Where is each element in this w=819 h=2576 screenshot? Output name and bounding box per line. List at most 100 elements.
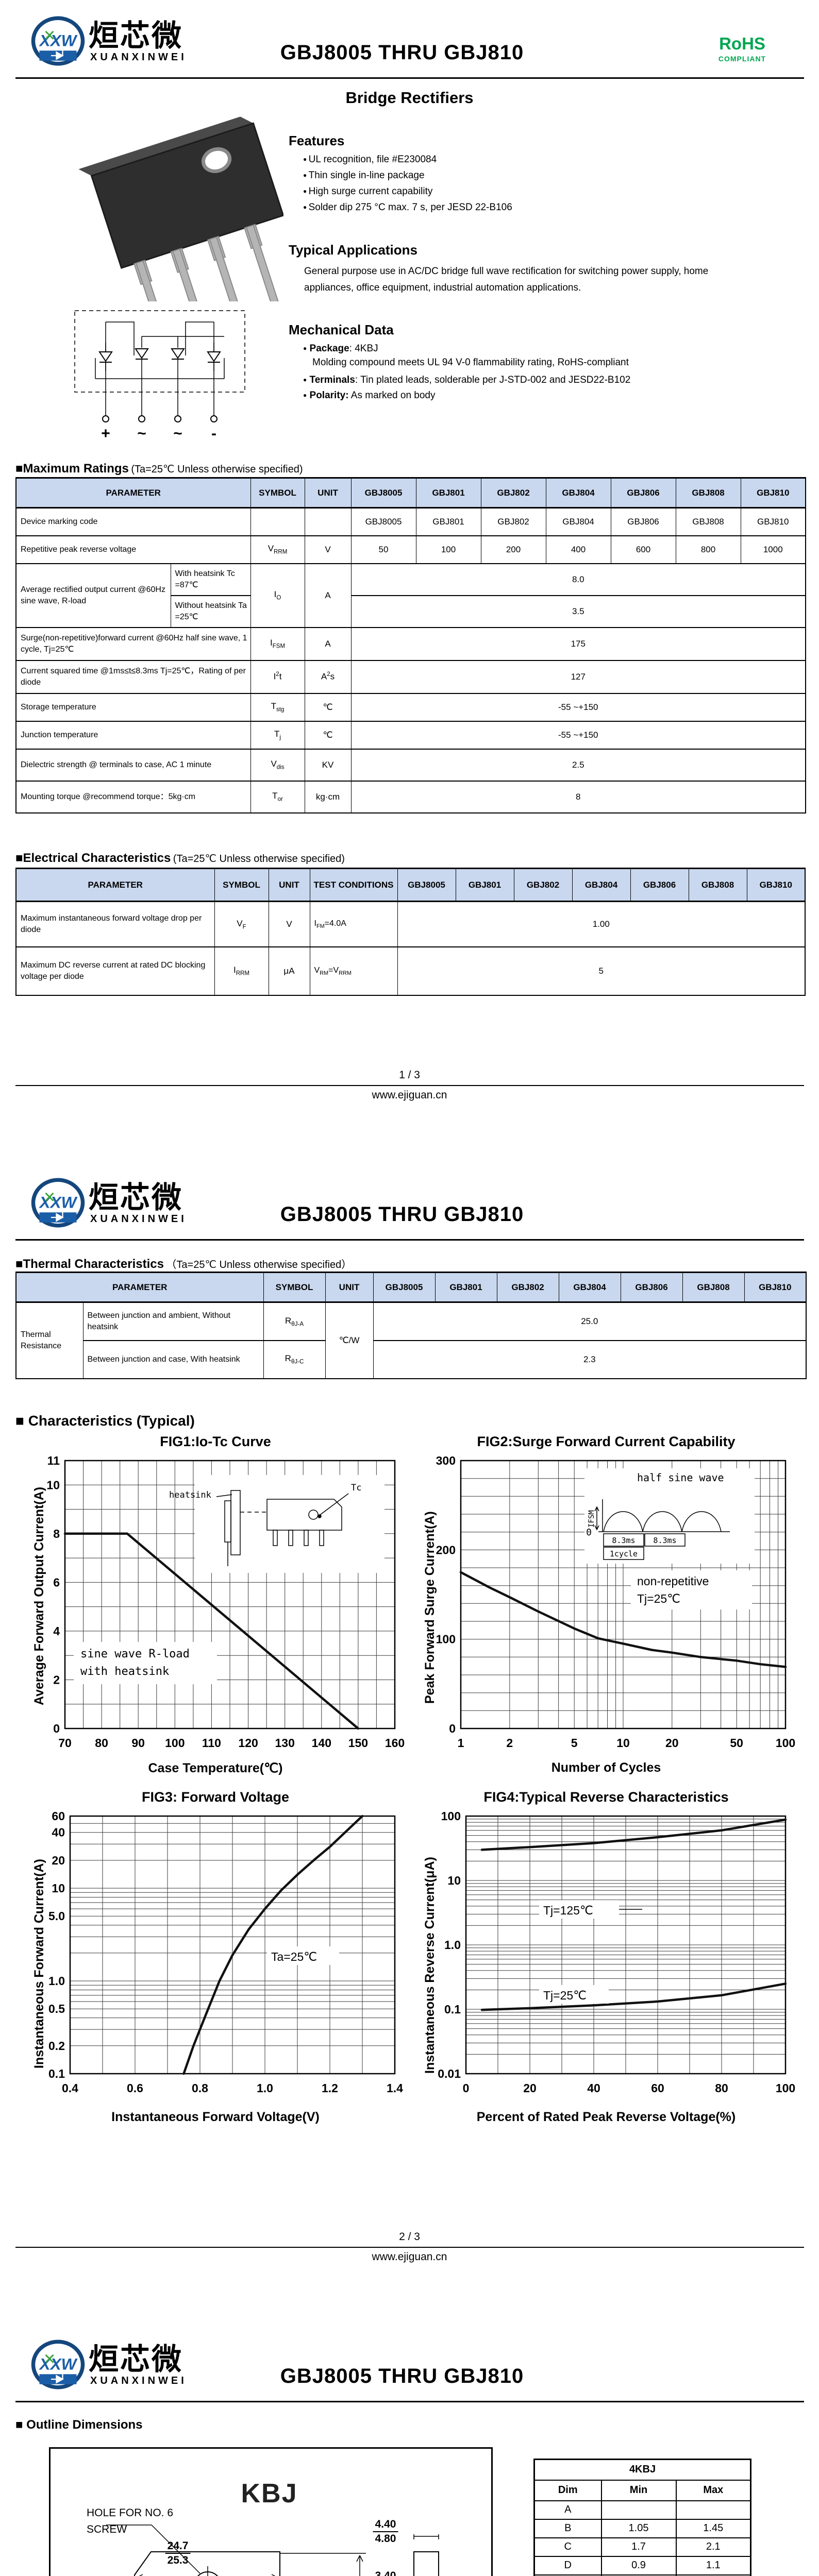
- table-header-row: PARAMETER SYMBOL UNIT GBJ8005 GBJ801 GBJ80…: [15, 477, 806, 509]
- table-header-row: 4KBJ: [533, 2459, 751, 2481]
- marking-value: GBJ804: [545, 507, 611, 536]
- side-view: [413, 2551, 439, 2576]
- value-cell: -55 ~+150: [350, 720, 806, 750]
- symbol-cell: VF: [214, 901, 269, 947]
- mechanical-item: ● Package: 4KBJ Molding compound meets U…: [303, 343, 804, 370]
- page-2: XXW 烜芯微 XUANXINWEI GBJ8005 THRU GBJ810 ■…: [0, 1162, 819, 2324]
- param-cell: Repetitive peak reverse voltage: [15, 535, 251, 564]
- outline-heading: ■ Outline Dimensions: [15, 2418, 143, 2432]
- unit-cell: μA: [268, 946, 310, 996]
- table-row: Between junction and case, With heatsink…: [16, 1340, 807, 1379]
- inset-bg: [584, 1468, 755, 1564]
- x-tick-label: 140: [312, 1736, 331, 1750]
- table-row: Surge(non-repetitive)forward current @60…: [15, 626, 806, 661]
- fig4-chart: 0 20 40 60 80 100 0.01 0.1 1.0 10 100 Tj=125℃ Tj=2…: [438, 1809, 795, 2095]
- x-tick-label: 20: [523, 2081, 537, 2095]
- x-tick-label: 1.0: [257, 2081, 273, 2095]
- feature-item: High surge current capability: [303, 186, 804, 197]
- table-row: Without heatsink Ta =25℃ 3.5: [16, 595, 806, 628]
- vrrm-value: 1000: [740, 535, 806, 564]
- applications-section: Typical Applications General purpose use…: [289, 242, 804, 297]
- symbol-cell: Vdis: [250, 748, 305, 782]
- x-tick-label: 130: [275, 1736, 295, 1750]
- fig4-overlay: Tj=125℃ Tj=25℃: [539, 1900, 642, 2004]
- features-list: UL recognition, file #E230084 Thin single…: [289, 154, 804, 213]
- device-column-header: GBJ810: [744, 1272, 807, 1303]
- header-rule: [15, 2401, 804, 2402]
- table-row: C 1.7 2.1: [533, 2537, 751, 2557]
- test-cell: IFM=4.0A: [309, 901, 398, 947]
- vrrm-value: 50: [350, 535, 416, 564]
- table-row: B 1.05 1.45: [533, 2518, 751, 2538]
- terminal-label: ~: [137, 425, 146, 442]
- table-row: Maximum instantaneous forward voltage dr…: [15, 901, 806, 947]
- package-body: [90, 122, 283, 269]
- logo-latin-name: XUANXINWEI: [90, 1213, 187, 1225]
- front-view: [106, 2524, 280, 2576]
- hole-note: HOLE FOR NO. 6 SCREW: [87, 2507, 174, 2535]
- table-row: A: [533, 2500, 751, 2520]
- param-cell: Surge(non-repetitive)forward current @60…: [15, 626, 251, 661]
- x-tick-label: 0.8: [192, 2081, 208, 2095]
- dim-cell: [600, 2500, 677, 2520]
- value-cell: 8.0: [350, 563, 806, 596]
- param-cell: Mounting torque @recommend torque：5kg·cm: [15, 780, 251, 814]
- chart-frame: [460, 1460, 787, 1730]
- fig1-ylabel: Average Forward Output Current(A): [32, 1486, 46, 1705]
- value-cell: 127: [350, 659, 806, 694]
- inset-label: Tc: [351, 1483, 361, 1493]
- value-cell: 175: [350, 626, 806, 661]
- electrical-heading: ■Electrical Characteristics (Ta=25℃ Unle…: [15, 851, 345, 865]
- schematic-wires: [95, 321, 225, 416]
- col-unit: UNIT: [325, 1272, 374, 1303]
- table-row: Device marking code GBJ8005 GBJ801 GBJ802 G…: [15, 507, 806, 536]
- y-tick-label: 8: [53, 1527, 60, 1540]
- y-tick-label: 10: [52, 1882, 65, 1895]
- annotation-bg: [631, 1570, 752, 1609]
- symbol-cell: IO: [250, 563, 305, 628]
- fig1-title: FIG1:Io-Tc Curve: [160, 1434, 271, 1449]
- fig3-plot: 0.4 0.6 0.8 1.0 1.2 1.4 0.1 0.2 0.5 1.0 5.0 10 20 40 6…: [48, 1809, 403, 2095]
- value-cell: 3.5: [350, 595, 806, 628]
- feature-item: UL recognition, file #E230084: [303, 154, 804, 165]
- mech-bold: Package: [309, 343, 349, 354]
- features-section: Features UL recognition, file #E230084 Th…: [289, 133, 804, 218]
- terminal-label: +: [101, 425, 110, 442]
- thermal-heading: ■Thermal Characteristics （Ta=25℃ Unless …: [15, 1257, 352, 1271]
- diode-icon: [98, 343, 113, 371]
- mechanical-section: Mechanical Data ● Package: 4KBJ Molding …: [289, 322, 804, 405]
- page-1: XXW 烜芯微 XUANXINWEI GBJ8005 THRU GBJ810 R…: [0, 0, 819, 1162]
- symbol-cell: IRRM: [214, 946, 269, 996]
- logo-latin-name: XUANXINWEI: [90, 52, 187, 63]
- dim-cell: B: [533, 2518, 602, 2538]
- param-cell: Dielectric strength @ terminals to case,…: [15, 748, 251, 782]
- device-column-header: GBJ808: [688, 868, 747, 902]
- y-tick-label: 1.0: [48, 1974, 65, 1988]
- y-tick-label: 300: [436, 1454, 456, 1467]
- inset-label: 8.3ms: [612, 1536, 635, 1545]
- schematic-terminals: + ~ ~ -: [101, 415, 218, 442]
- device-column-header: GBJ8005: [397, 868, 456, 902]
- marking-value: GBJ801: [415, 507, 481, 536]
- dim-cell: 1.7: [600, 2537, 677, 2557]
- unit-cell: ℃: [304, 692, 352, 722]
- marking-value: GBJ802: [480, 507, 546, 536]
- x-tick-label: 50: [730, 1736, 743, 1750]
- series-curve: [480, 1818, 787, 1851]
- param-cell: Storage temperature: [15, 692, 251, 722]
- y-tick-label: 10: [447, 1874, 461, 1887]
- annotation-bg: [74, 1642, 217, 1684]
- device-column-header: GBJ808: [682, 1272, 745, 1303]
- bridge-schematic: + ~ ~ -: [74, 310, 245, 442]
- chart-annotation: sine wave R-load: [80, 1648, 190, 1660]
- col-symbol: SYMBOL: [250, 477, 305, 509]
- dimension-table: 4KBJ Dim Min Max A B 1.05 1.45 C 1.7 2.1 D 0.…: [533, 2459, 752, 2576]
- device-column-header: GBJ810: [740, 477, 806, 509]
- y-tick-label: 0.5: [48, 2002, 65, 2015]
- fig2-ylabel: Peak Forward Surge Current(A): [423, 1511, 437, 1704]
- symbol-cell: [250, 507, 305, 536]
- fig2-overlay: half sine wave IFSM 8.3ms 8.3ms 1cycle 0…: [584, 1468, 755, 1609]
- dim-cell: 1.45: [675, 2518, 751, 2538]
- inset-label: half sine wave: [637, 1471, 724, 1484]
- symbol-cell: RθJ-C: [263, 1340, 326, 1379]
